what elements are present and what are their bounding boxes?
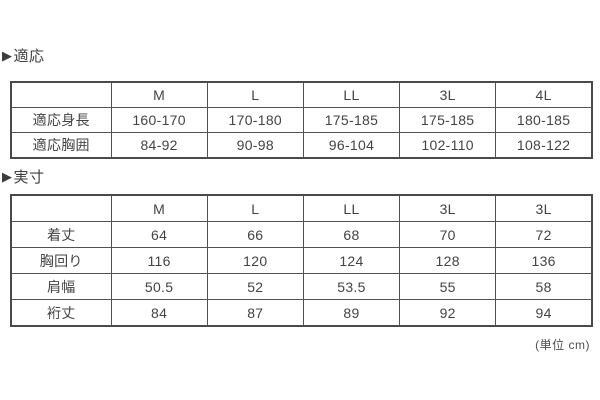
column-header-3l: 3L xyxy=(399,81,497,108)
actual-heading: ▶実寸 xyxy=(2,169,45,187)
column-header-m: M xyxy=(110,194,208,222)
table-row-chest: 適応胸囲 84-92 90-98 96-104 102-110 108-122 xyxy=(10,132,593,159)
adaptation-heading-label: 適応 xyxy=(13,48,45,65)
row-label: 胸回り xyxy=(10,247,112,274)
table-row-sleeve-length: 裄丈 84 87 89 92 94 xyxy=(10,299,593,327)
adaptation-header-row: M L LL 3L 4L xyxy=(10,81,593,108)
column-header-4l: 4L xyxy=(495,81,593,108)
row-label: 着丈 xyxy=(10,221,112,248)
table-cell: 55 xyxy=(399,273,497,300)
unit-note: (単位 cm) xyxy=(535,338,590,352)
column-header-l: L xyxy=(206,194,304,222)
table-cell: 84 xyxy=(110,299,208,327)
actual-table: M L LL 3L 3L 着丈 64 66 68 70 72 胸回り 116 1… xyxy=(10,194,593,327)
table-cell: 128 xyxy=(399,247,497,274)
corner-cell xyxy=(10,194,112,222)
table-row-body-length: 着丈 64 66 68 70 72 xyxy=(10,221,593,248)
table-cell: 72 xyxy=(495,221,593,248)
table-cell: 108-122 xyxy=(495,132,593,159)
table-cell: 89 xyxy=(302,299,401,327)
table-cell: 136 xyxy=(495,247,593,274)
column-header-ll: LL xyxy=(302,81,401,108)
table-cell: 90-98 xyxy=(206,132,304,159)
triangle-marker-icon: ▶ xyxy=(2,169,13,184)
table-cell: 68 xyxy=(302,221,401,248)
table-cell: 175-185 xyxy=(399,107,497,133)
actual-header-row: M L LL 3L 3L xyxy=(10,194,593,222)
table-cell: 87 xyxy=(206,299,304,327)
table-cell: 64 xyxy=(110,221,208,248)
table-cell: 50.5 xyxy=(110,273,208,300)
column-header-3l-duplicate: 3L xyxy=(495,194,593,222)
table-cell: 96-104 xyxy=(302,132,401,159)
table-cell: 53.5 xyxy=(302,273,401,300)
table-cell: 160-170 xyxy=(110,107,208,133)
adaptation-table: M L LL 3L 4L 適応身長 160-170 170-180 175-18… xyxy=(10,81,593,159)
table-cell: 70 xyxy=(399,221,497,248)
table-cell: 102-110 xyxy=(399,132,497,159)
column-header-ll: LL xyxy=(302,194,401,222)
column-header-l: L xyxy=(206,81,304,108)
table-row-shoulder-width: 肩幅 50.5 52 53.5 55 58 xyxy=(10,273,593,300)
table-cell: 84-92 xyxy=(110,132,208,159)
table-cell: 52 xyxy=(206,273,304,300)
table-cell: 175-185 xyxy=(302,107,401,133)
table-cell: 94 xyxy=(495,299,593,327)
row-label: 適応胸囲 xyxy=(10,132,112,159)
table-cell: 92 xyxy=(399,299,497,327)
table-cell: 170-180 xyxy=(206,107,304,133)
corner-cell xyxy=(10,81,112,108)
table-row-height: 適応身長 160-170 170-180 175-185 175-185 180… xyxy=(10,107,593,133)
column-header-3l: 3L xyxy=(399,194,497,222)
actual-heading-label: 実寸 xyxy=(13,169,45,186)
table-cell: 116 xyxy=(110,247,208,274)
row-label: 肩幅 xyxy=(10,273,112,300)
adaptation-heading: ▶適応 xyxy=(2,48,45,66)
column-header-m: M xyxy=(110,81,208,108)
table-cell: 180-185 xyxy=(495,107,593,133)
table-cell: 66 xyxy=(206,221,304,248)
table-cell: 124 xyxy=(302,247,401,274)
triangle-marker-icon: ▶ xyxy=(2,48,13,63)
table-cell: 120 xyxy=(206,247,304,274)
table-cell: 58 xyxy=(495,273,593,300)
row-label: 裄丈 xyxy=(10,299,112,327)
table-row-chest-around: 胸回り 116 120 124 128 136 xyxy=(10,247,593,274)
row-label: 適応身長 xyxy=(10,107,112,133)
